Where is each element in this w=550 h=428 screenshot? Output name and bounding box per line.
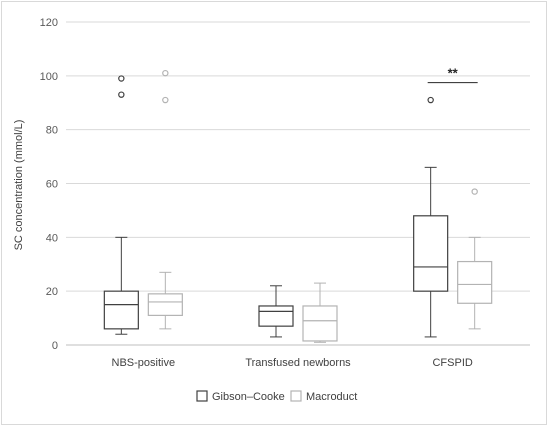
- box: [103, 290, 139, 330]
- significance-annotation: **: [427, 66, 478, 84]
- y-tick-label: 120: [40, 17, 58, 29]
- legend-label: Gibson–Cooke: [212, 391, 285, 403]
- outlier-point: [427, 96, 434, 104]
- outlier-point: [471, 188, 478, 195]
- legend-swatch-macroduct: [290, 390, 302, 402]
- y-tick-label: 80: [46, 125, 58, 137]
- outlier-point: [162, 96, 169, 104]
- x-category-label: Transfused newborns: [245, 357, 351, 369]
- box: [457, 260, 493, 304]
- outlier-point: [162, 69, 169, 77]
- y-tick-label: 40: [46, 232, 58, 244]
- gridlines: [66, 21, 530, 346]
- legend-swatch-gibson-cooke: [196, 390, 208, 402]
- x-category-label: NBS-positive: [112, 357, 176, 369]
- y-axis-ticks: 0 20 40 60 80 100 120: [40, 17, 58, 352]
- y-tick-label: 100: [40, 71, 58, 83]
- y-axis-label: SC concentration (mmol/L): [13, 120, 25, 251]
- y-tick-label: 60: [46, 179, 58, 191]
- box: [302, 305, 338, 342]
- series-macroduct: [147, 69, 493, 343]
- y-tick-label: 0: [52, 340, 58, 352]
- y-tick-label: 20: [46, 286, 58, 298]
- box-series: [103, 69, 493, 343]
- legend: Gibson–Cooke Macroduct: [196, 390, 357, 403]
- legend-label: Macroduct: [306, 391, 357, 403]
- box: [258, 305, 294, 327]
- outlier-point: [118, 91, 125, 98]
- box: [147, 293, 183, 316]
- outlier-point: [118, 75, 125, 82]
- significance-stars: **: [448, 66, 459, 81]
- series-gibson-cooke: [103, 75, 449, 338]
- box: [413, 215, 449, 292]
- x-axis-categories: NBS-positive Transfused newborns CFSPID: [112, 357, 473, 369]
- x-category-label: CFSPID: [432, 357, 472, 369]
